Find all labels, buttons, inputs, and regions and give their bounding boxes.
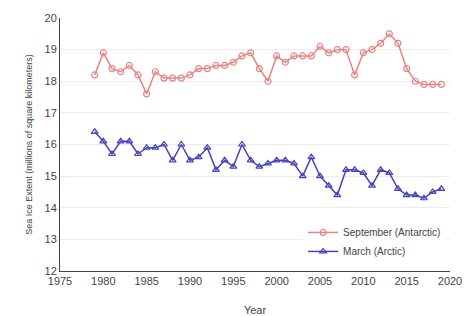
svg-text:1980: 1980 — [91, 275, 115, 287]
svg-text:September (Antarctic): September (Antarctic) — [343, 227, 440, 238]
svg-text:1985: 1985 — [134, 275, 158, 287]
svg-text:1975: 1975 — [48, 275, 72, 287]
svg-text:16: 16 — [45, 138, 57, 150]
svg-text:Sea Ice Extent (millions of sq: Sea Ice Extent (millions of square kilom… — [24, 54, 34, 235]
svg-text:17: 17 — [45, 107, 57, 119]
svg-text:2015: 2015 — [394, 275, 418, 287]
svg-text:2000: 2000 — [264, 275, 288, 287]
svg-text:19: 19 — [45, 43, 57, 55]
svg-text:2020: 2020 — [438, 275, 462, 287]
svg-text:Year: Year — [244, 304, 267, 316]
svg-text:1990: 1990 — [178, 275, 202, 287]
svg-text:14: 14 — [45, 202, 57, 214]
svg-text:March (Arctic): March (Arctic) — [343, 246, 405, 257]
svg-text:12: 12 — [45, 265, 57, 277]
svg-text:20: 20 — [45, 12, 57, 24]
svg-text:1995: 1995 — [221, 275, 245, 287]
svg-text:15: 15 — [45, 170, 57, 182]
svg-text:2005: 2005 — [308, 275, 332, 287]
svg-text:18: 18 — [45, 75, 57, 87]
svg-text:2010: 2010 — [351, 275, 375, 287]
svg-text:13: 13 — [45, 233, 57, 245]
